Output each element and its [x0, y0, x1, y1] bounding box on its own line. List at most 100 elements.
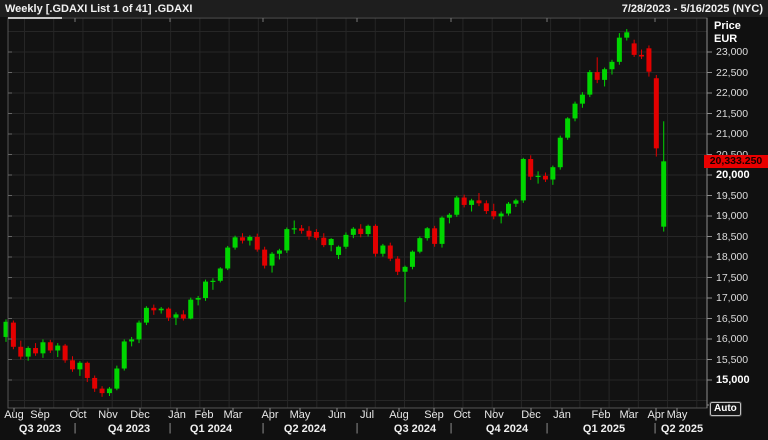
y-tick-label: 21,000 [716, 128, 749, 140]
candle-body [506, 203, 512, 214]
candle-body [210, 280, 216, 282]
month-label: Jan [553, 409, 571, 421]
month-label: Jul [359, 409, 375, 421]
candle-body [661, 161, 667, 227]
candle-body [106, 388, 112, 394]
candle-body [10, 322, 16, 347]
candle-body [550, 167, 556, 180]
candle-body [136, 322, 142, 340]
candle-body [513, 200, 519, 204]
quarter-divider: | [449, 422, 453, 434]
candle-body [254, 236, 260, 250]
candle-body [62, 345, 68, 361]
quarter-label: Q2 2024 [283, 423, 327, 435]
candle-body [402, 266, 408, 272]
candle-body [284, 229, 290, 251]
candle-body [203, 281, 209, 298]
candle-body [528, 159, 534, 177]
candle-body [180, 314, 186, 319]
candle-body [639, 54, 645, 57]
y-tick-label: 20,000 [716, 169, 750, 181]
month-label: May [666, 409, 688, 421]
y-tick-label: 22,000 [716, 87, 749, 99]
candle-body [579, 94, 585, 104]
y-tick-label: 23,000 [716, 46, 749, 58]
quarter-divider: | [355, 422, 359, 434]
month-label: Nov [98, 409, 118, 421]
candle-body [239, 237, 245, 241]
candle-body [269, 253, 275, 266]
y-tick-label: 19,000 [716, 210, 749, 222]
candle-body [188, 299, 194, 319]
quarter-label: Q4 2023 [107, 423, 151, 435]
candle-body [557, 137, 563, 168]
candle-body [417, 238, 423, 252]
candle-body [624, 32, 630, 38]
date-range[interactable]: 7/28/2023 - 5/16/2025 (NYC) [621, 2, 763, 15]
candle-body [387, 245, 393, 259]
candle-body [491, 211, 497, 217]
auto-scale-button[interactable]: Auto [709, 401, 742, 417]
candle-body [336, 246, 342, 255]
month-label: Jun [328, 409, 346, 421]
quarter-label: Q2 2025 [660, 423, 704, 435]
month-label: Jan [168, 409, 186, 421]
candle-body [232, 237, 238, 248]
quarter-divider: | [545, 422, 549, 434]
candle-body [476, 200, 482, 204]
y-tick-label: 18,500 [716, 230, 749, 243]
quarter-divider: | [261, 422, 265, 434]
candle-body [306, 230, 312, 237]
candle-body [373, 225, 378, 254]
candle-body [572, 103, 578, 119]
chart-title[interactable]: Weekly [.GDAXI List 1 of 41] .GDAXI [5, 2, 193, 15]
price-axis-title: Price [714, 20, 741, 32]
month-label: Apr [647, 409, 665, 421]
y-tick-label: 22,500 [716, 66, 749, 79]
candle-body [380, 245, 386, 254]
candle-body [151, 307, 157, 311]
candle-body [454, 197, 460, 215]
chart-header: Weekly [.GDAXI List 1 of 41] .GDAXI 7/28… [0, 0, 768, 17]
candle-body [276, 250, 282, 254]
quarter-label: Q4 2024 [485, 423, 529, 435]
month-label: Dec [521, 409, 541, 421]
candle-body [262, 249, 268, 266]
candle-body [217, 268, 223, 281]
month-label: Mar [619, 409, 639, 421]
candle-body [99, 388, 105, 394]
candle-body [469, 200, 475, 205]
candle-body [446, 214, 452, 218]
month-label: Apr [261, 409, 279, 421]
candle-body [602, 69, 608, 80]
candle-body [225, 247, 231, 269]
candle-body [92, 377, 98, 389]
y-tick-label: 16,500 [716, 312, 749, 325]
y-tick-label: 15,000 [716, 374, 750, 386]
candle-body [55, 345, 61, 351]
candle-body [535, 175, 541, 178]
last-price-tag: 20,333.250 [704, 154, 768, 168]
y-tick-label: 19,500 [716, 189, 749, 202]
candle-body [594, 72, 600, 80]
candle-body [631, 43, 637, 55]
quarter-divider: | [653, 422, 657, 434]
candle-body [439, 217, 445, 244]
y-tick-label: 17,000 [716, 292, 749, 304]
candle-body [646, 48, 652, 72]
candle-body [432, 228, 438, 244]
month-label: Feb [194, 409, 214, 421]
candle-body [33, 348, 39, 354]
candle-body [173, 314, 179, 318]
candle-body [313, 231, 319, 238]
y-tick-label: 18,000 [716, 251, 749, 263]
candle-body [143, 307, 149, 323]
month-label: May [289, 409, 311, 421]
candle-body [195, 298, 201, 300]
candle-body [47, 342, 53, 351]
candle-body [409, 251, 415, 267]
currency-axis-title: EUR [714, 33, 738, 45]
y-tick-label: 15,500 [716, 353, 749, 366]
